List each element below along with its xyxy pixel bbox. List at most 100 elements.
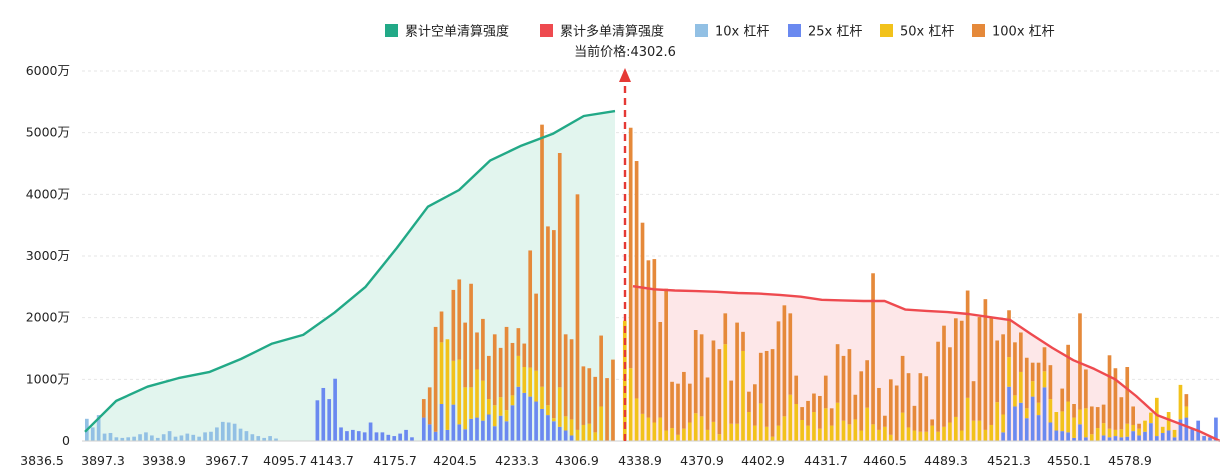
bar-lev100 xyxy=(569,339,574,420)
current-price-arrowhead xyxy=(619,68,631,82)
bar-lev10 xyxy=(167,431,172,441)
legend-item[interactable]: 25x 杠杆 xyxy=(788,24,862,40)
x-tick-label: 4402.9 xyxy=(741,453,785,468)
legend-swatch xyxy=(788,24,801,37)
bar-lev100 xyxy=(936,341,940,432)
bar-lev50 xyxy=(652,422,657,441)
bar-lev50 xyxy=(469,387,473,419)
bar-lev50 xyxy=(764,426,769,441)
bar-lev50 xyxy=(634,398,639,441)
bar-lev25 xyxy=(1202,436,1206,441)
bar-layer xyxy=(85,124,1218,441)
bar-lev25 xyxy=(469,418,473,441)
bar-lev10 xyxy=(226,422,231,441)
bar-lev100 xyxy=(1131,406,1135,425)
bar-lev25 xyxy=(1030,396,1035,441)
bar-lev10 xyxy=(268,436,272,441)
bar-lev10 xyxy=(132,436,136,441)
bar-lev50 xyxy=(1054,412,1059,431)
bar-lev25 xyxy=(504,421,509,441)
bar-lev10 xyxy=(250,434,255,441)
bar-lev100 xyxy=(433,326,438,432)
bar-lev25 xyxy=(486,414,491,441)
bar-lev25 xyxy=(362,432,367,441)
bar-lev25 xyxy=(345,431,349,441)
bar-lev50 xyxy=(1001,414,1005,433)
bar-lev100 xyxy=(989,317,994,425)
bar-lev25 xyxy=(1019,402,1023,441)
bar-lev50 xyxy=(640,413,645,441)
bar-lev50 xyxy=(1036,402,1041,416)
y-tick-label: 5000万 xyxy=(26,125,70,140)
bar-lev50 xyxy=(788,394,793,441)
bar-lev10 xyxy=(126,437,131,441)
bar-lev50 xyxy=(552,418,556,422)
bar-lev50 xyxy=(557,387,562,427)
bar-lev50 xyxy=(1131,424,1135,432)
bar-lev100 xyxy=(1113,368,1118,430)
bar-lev100 xyxy=(859,371,864,431)
bar-lev50 xyxy=(1178,384,1183,420)
bar-lev10 xyxy=(144,432,148,441)
y-tick-label: 3000万 xyxy=(26,248,70,263)
legend-swatch xyxy=(972,24,985,37)
bar-lev50 xyxy=(1019,371,1023,403)
bar-lev50 xyxy=(859,430,864,441)
line-layer xyxy=(84,109,1220,443)
bar-lev50 xyxy=(977,420,982,441)
bar-lev100 xyxy=(522,343,527,367)
legend-item[interactable]: 50x 杠杆 xyxy=(880,24,954,40)
bar-lev10 xyxy=(185,433,190,441)
bar-lev25 xyxy=(1113,436,1118,441)
bar-lev100 xyxy=(953,318,958,417)
bar-lev100 xyxy=(469,283,473,388)
legend-item[interactable]: 累计空单清算强度 xyxy=(385,24,509,40)
bar-lev25 xyxy=(481,420,485,441)
bar-lev100 xyxy=(1101,404,1106,424)
bar-lev10 xyxy=(138,434,142,441)
bar-lev25 xyxy=(333,378,337,441)
bar-lev25 xyxy=(1036,415,1041,441)
bar-lev50 xyxy=(687,422,692,441)
bar-lev100 xyxy=(1048,365,1053,400)
bar-lev100 xyxy=(741,331,745,351)
legend[interactable]: 累计空单清算强度 累计多单清算强度 10x 杠杆 25x 杠杆 50x 杠杆 100x 杠… xyxy=(385,24,1055,40)
bar-lev50 xyxy=(912,430,917,441)
bar-lev25 xyxy=(1048,422,1053,441)
legend-label: 累计空单清算强度 xyxy=(405,24,509,40)
x-tick-label: 4370.9 xyxy=(680,453,724,468)
bar-lev50 xyxy=(498,397,503,416)
bar-lev100 xyxy=(1137,423,1141,429)
bar-lev25 xyxy=(563,430,568,441)
bar-lev50 xyxy=(1113,429,1118,437)
bar-lev100 xyxy=(1107,355,1112,429)
bar-lev50 xyxy=(481,380,485,421)
bar-lev50 xyxy=(1030,381,1035,397)
bar-lev25 xyxy=(1066,432,1070,441)
bar-lev100 xyxy=(534,293,538,371)
bar-lev100 xyxy=(735,322,739,424)
bar-lev100 xyxy=(557,153,562,388)
bar-lev100 xyxy=(640,222,645,414)
bar-lev25 xyxy=(463,429,467,441)
bar-lev10 xyxy=(173,436,178,441)
legend-item[interactable]: 10x 杠杆 xyxy=(695,24,769,40)
y-tick-label: 1000万 xyxy=(26,371,70,386)
bar-lev10 xyxy=(114,437,119,441)
bar-lev50 xyxy=(587,423,592,441)
bar-lev50 xyxy=(699,416,704,441)
bar-lev100 xyxy=(906,373,911,428)
bar-lev10 xyxy=(220,421,225,441)
bar-lev25 xyxy=(510,405,515,441)
bar-lev100 xyxy=(652,259,657,423)
bar-lev100 xyxy=(800,407,804,421)
bar-lev10 xyxy=(150,435,154,441)
bar-lev50 xyxy=(504,410,509,422)
legend-item[interactable]: 累计多单清算强度 xyxy=(540,24,664,40)
bar-lev25 xyxy=(498,415,503,441)
bar-lev25 xyxy=(315,400,320,441)
bar-lev50 xyxy=(729,423,734,441)
bar-lev100 xyxy=(758,352,763,404)
bar-lev50 xyxy=(770,436,775,441)
legend-item[interactable]: 100x 杠杆 xyxy=(972,24,1055,40)
